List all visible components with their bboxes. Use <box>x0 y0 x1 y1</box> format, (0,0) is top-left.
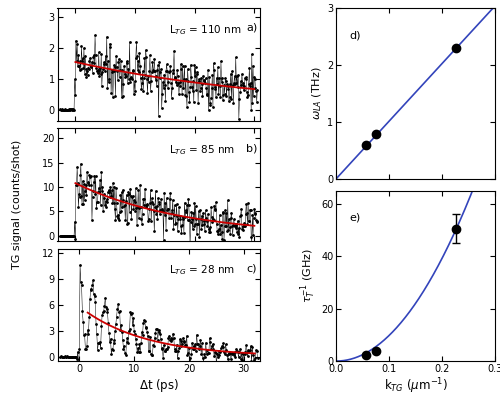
Text: b): b) <box>246 143 258 153</box>
X-axis label: k$_{TG}$ ($\mu$m$^{-1}$): k$_{TG}$ ($\mu$m$^{-1}$) <box>384 377 448 396</box>
Text: TG signal (counts/shot): TG signal (counts/shot) <box>12 140 22 268</box>
Text: c): c) <box>246 263 256 273</box>
Text: e): e) <box>349 213 360 223</box>
X-axis label: $\Delta$t (ps): $\Delta$t (ps) <box>139 377 179 394</box>
Y-axis label: $\omega_{LA}$ (THz): $\omega_{LA}$ (THz) <box>311 67 324 120</box>
Text: L$_{TG}$ = 85 nm: L$_{TG}$ = 85 nm <box>169 143 235 157</box>
Text: L$_{TG}$ = 110 nm: L$_{TG}$ = 110 nm <box>169 23 242 37</box>
Text: a): a) <box>246 23 258 33</box>
Y-axis label: $\tau_T^{-1}$ (GHz): $\tau_T^{-1}$ (GHz) <box>298 248 318 304</box>
Text: d): d) <box>349 30 360 40</box>
Text: L$_{TG}$ = 28 nm: L$_{TG}$ = 28 nm <box>169 263 235 277</box>
